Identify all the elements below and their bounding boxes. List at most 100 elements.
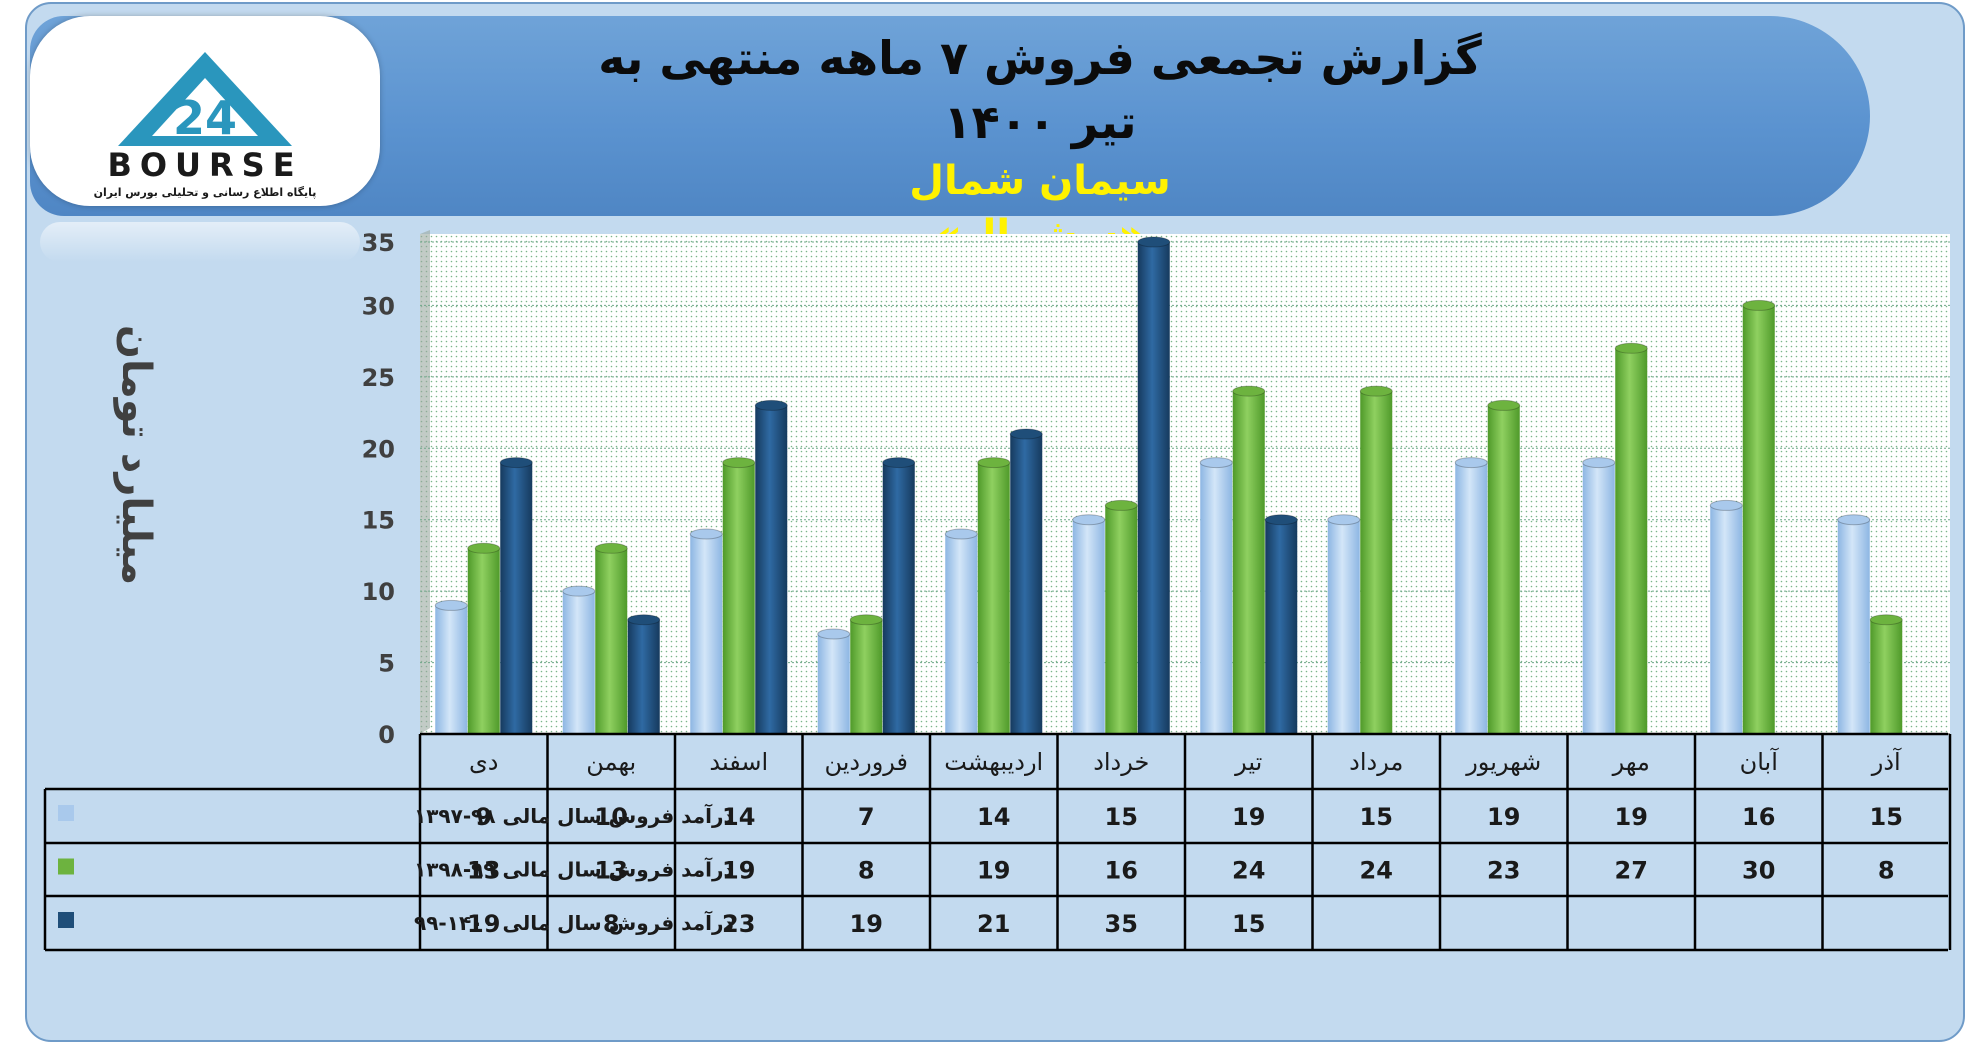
bar-top (849, 614, 883, 626)
x-tick-label: فروردین (824, 748, 908, 776)
data-label: 14 (722, 803, 755, 831)
legend-label: درآمد فروش سال مالی ۹۸-۱۳۹۷ (414, 803, 734, 828)
bar (817, 634, 850, 734)
logo-mark-text: 24 (173, 91, 237, 145)
x-tick-label: شهریور (1465, 748, 1541, 776)
bar (595, 548, 628, 734)
bar-top (1742, 299, 1776, 311)
bar-top (689, 528, 723, 540)
data-label: 23 (1487, 857, 1520, 885)
data-label: 24 (1232, 857, 1265, 885)
bar (1710, 505, 1743, 734)
y-tick-label: 20 (362, 435, 395, 463)
bar (435, 605, 468, 734)
x-tick-label: اسفند (709, 748, 768, 776)
x-tick-label: دی (469, 748, 498, 776)
data-table (43, 732, 1952, 952)
bar-top (434, 599, 468, 611)
bar-top (1072, 514, 1106, 526)
bar-top (1327, 514, 1361, 526)
y-tick-label: 0 (378, 721, 395, 749)
bar (627, 619, 660, 734)
data-label: 8 (858, 857, 875, 885)
plot-area (420, 234, 1950, 734)
data-label: 10 (595, 803, 628, 831)
bar (1742, 305, 1775, 734)
bar (562, 591, 595, 734)
x-tick-label: اردیبهشت (944, 748, 1043, 776)
bar-top (1137, 236, 1171, 248)
bar (1360, 391, 1393, 734)
logo-tagline: پایگاه اطلاع رسانی و تحلیلی بورس ایران (94, 186, 317, 199)
bar (850, 619, 883, 734)
y-tick-label: 25 (362, 364, 395, 392)
data-label: 15 (1360, 803, 1393, 831)
data-label: 35 (1105, 910, 1138, 938)
data-label: 15 (1232, 910, 1265, 938)
data-label: 19 (977, 857, 1010, 885)
y-tick-label: 35 (362, 229, 395, 257)
bar-top (1614, 342, 1648, 354)
plot-side-wall (420, 230, 430, 734)
bar-top (499, 457, 533, 469)
data-label: 13 (467, 857, 500, 885)
bar (1582, 462, 1615, 734)
data-label: 16 (1742, 803, 1775, 831)
bar (1137, 242, 1170, 734)
legend-marker (58, 805, 74, 821)
x-tick-label: مرداد (1349, 748, 1403, 776)
bar (1615, 348, 1648, 734)
bar (1072, 519, 1105, 734)
chart-title: گزارش تجمعی فروش ۷ ماهه منتهی به تیر ۱۴۰… (598, 31, 1482, 149)
data-label: 19 (1615, 803, 1648, 831)
bar (1200, 462, 1233, 734)
x-tick-label: آذر (1871, 747, 1902, 776)
bar (755, 405, 788, 734)
bar-top (882, 457, 916, 469)
bar-top (467, 542, 501, 554)
data-label: 15 (1105, 803, 1138, 831)
data-label: 13 (595, 857, 628, 885)
data-label: 19 (850, 910, 883, 938)
bar-top (1199, 457, 1233, 469)
data-label: 9 (475, 803, 492, 831)
bar-top (754, 399, 788, 411)
data-label: 27 (1615, 857, 1648, 885)
bar-top (1582, 457, 1616, 469)
x-tick-label: آبان (1740, 747, 1780, 776)
data-label: 24 (1360, 857, 1393, 885)
data-label: 19 (467, 910, 500, 938)
bar-top (977, 457, 1011, 469)
bar-top (627, 614, 661, 626)
bar (1105, 505, 1138, 734)
bar (1487, 405, 1520, 734)
bar-top (1264, 514, 1298, 526)
bar-top (1454, 457, 1488, 469)
bar (1870, 619, 1903, 734)
bar (1837, 519, 1870, 734)
bar-top (1837, 514, 1871, 526)
legend-marker (58, 912, 74, 928)
bar (882, 462, 915, 734)
data-label: 19 (1232, 803, 1265, 831)
y-tick-label: 15 (362, 507, 395, 535)
bar-top (1709, 499, 1743, 511)
bar (500, 462, 533, 734)
data-label: 14 (977, 803, 1010, 831)
logo-wordmark: BOURSE (107, 146, 302, 184)
data-label: 23 (722, 910, 755, 938)
data-label: 19 (722, 857, 755, 885)
y-tick-label: 5 (378, 650, 395, 678)
legend-label: درآمد فروش سال مالی ۱۴۰۰-۹۹ (414, 910, 734, 935)
data-label: 8 (1878, 857, 1895, 885)
x-tick-label: خرداد (1093, 748, 1149, 776)
data-label: 15 (1870, 803, 1903, 831)
legend-label: درآمد فروش سال مالی ۹۹-۱۳۹۸ (414, 857, 734, 882)
data-label: 30 (1742, 857, 1775, 885)
data-label: 16 (1105, 857, 1138, 885)
bourse-logo-graphic: 24 BOURSE پایگاه اطلاع رسانی و تحلیلی بو… (94, 52, 317, 199)
bar (1010, 434, 1043, 734)
bar (945, 534, 978, 734)
y-tick-label: 10 (362, 578, 395, 606)
bar (1232, 391, 1265, 734)
